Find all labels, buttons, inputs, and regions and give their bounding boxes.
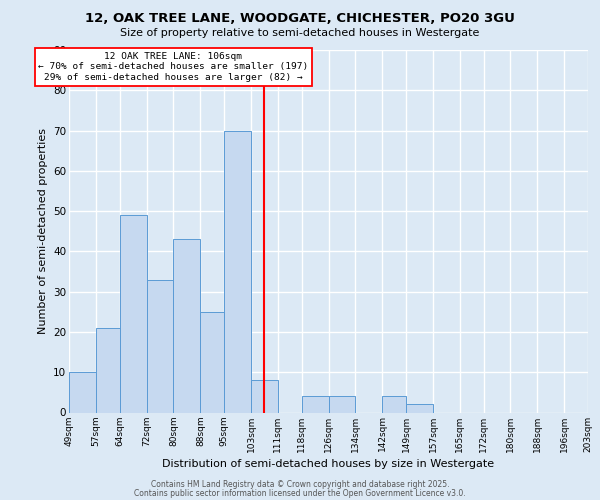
Bar bbox=[69, 372, 96, 412]
Y-axis label: Number of semi-detached properties: Number of semi-detached properties bbox=[38, 128, 47, 334]
Text: Contains public sector information licensed under the Open Government Licence v3: Contains public sector information licen… bbox=[134, 489, 466, 498]
Text: Size of property relative to semi-detached houses in Westergate: Size of property relative to semi-detach… bbox=[121, 28, 479, 38]
Bar bbox=[224, 130, 251, 412]
Bar bbox=[382, 396, 406, 412]
Bar bbox=[173, 240, 200, 412]
Bar bbox=[146, 280, 173, 412]
X-axis label: Distribution of semi-detached houses by size in Westergate: Distribution of semi-detached houses by … bbox=[163, 458, 494, 468]
Bar bbox=[406, 404, 433, 412]
Bar bbox=[96, 328, 119, 412]
Text: 12 OAK TREE LANE: 106sqm
← 70% of semi-detached houses are smaller (197)
29% of : 12 OAK TREE LANE: 106sqm ← 70% of semi-d… bbox=[38, 52, 308, 82]
Bar bbox=[251, 380, 278, 412]
Text: Contains HM Land Registry data © Crown copyright and database right 2025.: Contains HM Land Registry data © Crown c… bbox=[151, 480, 449, 489]
Bar bbox=[329, 396, 355, 412]
Bar bbox=[119, 215, 146, 412]
Bar bbox=[302, 396, 329, 412]
Bar bbox=[200, 312, 224, 412]
Text: 12, OAK TREE LANE, WOODGATE, CHICHESTER, PO20 3GU: 12, OAK TREE LANE, WOODGATE, CHICHESTER,… bbox=[85, 12, 515, 26]
